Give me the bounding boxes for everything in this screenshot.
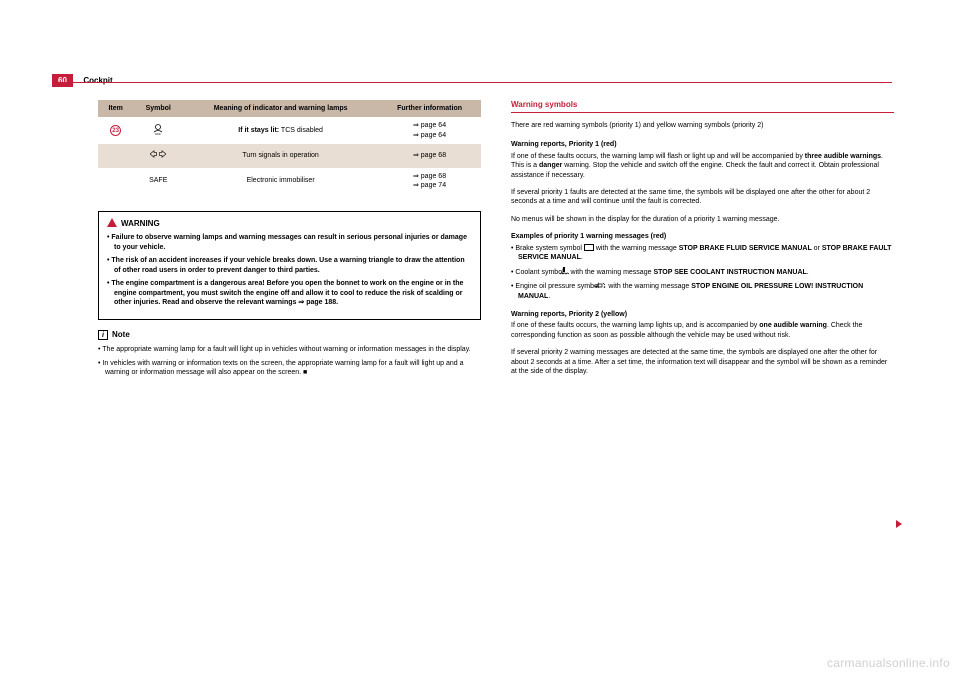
text: warning. Stop the vehicle and switch off… bbox=[511, 162, 879, 178]
continuation-arrow-icon bbox=[896, 520, 902, 528]
priority2-para2: If several priority 2 warning messages a… bbox=[511, 348, 894, 376]
table-row: Turn signals in operation ⇒ page 68 bbox=[98, 144, 481, 167]
cell-ref: ⇒ page 68 ⇒ page 74 bbox=[378, 168, 481, 195]
priority1-para2: If several priority 1 faults are detecte… bbox=[511, 188, 894, 207]
note-heading: i Note bbox=[98, 330, 481, 341]
cell-ref: ⇒ page 64 ⇒ page 64 bbox=[378, 117, 481, 144]
cell-symbol: SAFE bbox=[133, 168, 183, 195]
cell-meaning: Electronic immobiliser bbox=[183, 168, 378, 195]
priority2-para1: If one of these faults occurs, the warni… bbox=[511, 321, 894, 340]
cell-meaning: If it stays lit: TCS disabled bbox=[183, 117, 378, 144]
cell-symbol bbox=[133, 144, 183, 167]
text: If one of these faults occurs, the warni… bbox=[511, 322, 759, 329]
cell-item bbox=[98, 168, 133, 195]
text: with the warning message bbox=[594, 245, 679, 252]
note-item: In vehicles with warning or information … bbox=[98, 359, 481, 378]
warning-item: Failure to observe warning lamps and war… bbox=[107, 233, 472, 252]
warning-triangle-icon bbox=[107, 218, 117, 227]
bold-text: STOP SEE COOLANT INSTRUCTION MANUAL bbox=[653, 269, 806, 276]
intro-text: There are red warning symbols (priority … bbox=[511, 121, 894, 130]
warning-heading: WARNING bbox=[107, 218, 472, 230]
cell-item: 23 bbox=[98, 117, 133, 144]
example-item: Brake system symbol with the warning mes… bbox=[511, 244, 894, 263]
manual-page: 60 Cockpit Item Symbol Meaning of indica… bbox=[0, 0, 960, 678]
text: with the warning message bbox=[569, 269, 654, 276]
cell-ref: ⇒ page 68 bbox=[378, 144, 481, 167]
indicator-table: Item Symbol Meaning of indicator and war… bbox=[98, 100, 481, 195]
bold-text: one audible warning bbox=[759, 322, 827, 329]
brake-symbol-icon bbox=[584, 244, 594, 251]
info-icon: i bbox=[98, 330, 108, 340]
meaning-text: TCS disabled bbox=[279, 127, 323, 134]
note-item: The appropriate warning lamp for a fault… bbox=[98, 345, 481, 354]
page-header: 60 Cockpit bbox=[52, 70, 892, 88]
warning-box: WARNING Failure to observe warning lamps… bbox=[98, 211, 481, 321]
priority1-para3: No menus will be shown in the display fo… bbox=[511, 215, 894, 224]
warning-item: The risk of an accident increases if you… bbox=[107, 256, 472, 275]
text: Brake system symbol bbox=[515, 245, 583, 252]
bold-text: STOP BRAKE FLUID SERVICE MANUAL bbox=[679, 245, 812, 252]
col-info: Further information bbox=[378, 100, 481, 117]
right-column: Warning symbols There are red warning sy… bbox=[511, 100, 894, 385]
table-header-row: Item Symbol Meaning of indicator and war… bbox=[98, 100, 481, 117]
header-rule bbox=[52, 82, 892, 83]
turn-signals-icon bbox=[150, 148, 166, 160]
cell-meaning: Turn signals in operation bbox=[183, 144, 378, 167]
warning-title: WARNING bbox=[121, 219, 160, 228]
section-title: Cockpit bbox=[83, 76, 112, 85]
table-row: SAFE Electronic immobiliser ⇒ page 68 ⇒ … bbox=[98, 168, 481, 195]
priority1-para1: If one of these faults occurs, the warni… bbox=[511, 152, 894, 180]
warning-symbols-heading: Warning symbols bbox=[511, 100, 894, 113]
svg-text:OFF: OFF bbox=[155, 132, 161, 135]
tcs-off-icon: OFF bbox=[150, 123, 166, 135]
table-row: 23 OFF If it stays lit: TCS disabled ⇒ p… bbox=[98, 117, 481, 144]
text: If one of these faults occurs, the warni… bbox=[511, 153, 805, 160]
priority1-title: Warning reports, Priority 1 (red) bbox=[511, 140, 894, 149]
col-item: Item bbox=[98, 100, 133, 117]
watermark: carmanualsonline.info bbox=[827, 656, 950, 670]
cell-symbol: OFF bbox=[133, 117, 183, 144]
note-title: Note bbox=[112, 330, 130, 339]
item-number: 23 bbox=[110, 125, 121, 136]
bold-text: danger bbox=[539, 162, 562, 169]
example-item: Engine oil pressure symbol with the warn… bbox=[511, 282, 894, 302]
columns: Item Symbol Meaning of indicator and war… bbox=[98, 100, 894, 385]
bold-text: three audible warnings bbox=[805, 153, 881, 160]
left-column: Item Symbol Meaning of indicator and war… bbox=[98, 100, 481, 385]
examples-title: Examples of priority 1 warning messages … bbox=[511, 232, 894, 241]
meaning-prefix: If it stays lit: bbox=[238, 127, 279, 134]
example-item: Coolant symbol with the warning message … bbox=[511, 267, 894, 278]
text: or bbox=[812, 245, 822, 252]
text: Engine oil pressure symbol bbox=[515, 283, 601, 290]
page-number: 60 bbox=[52, 74, 73, 87]
col-symbol: Symbol bbox=[133, 100, 183, 117]
col-meaning: Meaning of indicator and warning lamps bbox=[183, 100, 378, 117]
text: with the warning message bbox=[606, 283, 691, 290]
warning-item: The engine compartment is a dangerous ar… bbox=[107, 279, 472, 307]
priority2-title: Warning reports, Priority 2 (yellow) bbox=[511, 310, 894, 319]
cell-item bbox=[98, 144, 133, 167]
